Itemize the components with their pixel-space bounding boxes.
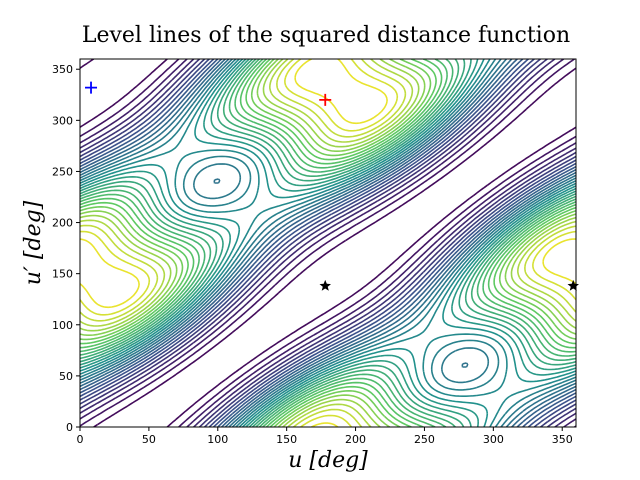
y-tick-label: 50 (59, 370, 73, 383)
contour-line (80, 59, 576, 427)
x-tick-label: 350 (552, 433, 573, 446)
contour-line (80, 59, 576, 427)
x-tick-label: 200 (345, 433, 366, 446)
contour-line (80, 59, 576, 427)
plus-marker (85, 81, 98, 94)
x-tick-label: 150 (276, 433, 297, 446)
y-tick-label: 150 (52, 268, 73, 281)
contour-line (80, 59, 576, 427)
contour-line (80, 59, 576, 427)
plot-frame (79, 58, 577, 428)
y-tick-label: 250 (52, 165, 73, 178)
x-tick-label: 50 (142, 433, 156, 446)
y-axis-label: u′ [deg] (21, 200, 46, 285)
star-marker (567, 279, 579, 291)
y-tick-label: 100 (52, 319, 73, 332)
x-axis-label: u [deg] (288, 448, 368, 473)
contour-line (80, 59, 576, 427)
contour-line (80, 59, 576, 427)
contour-line (80, 59, 576, 427)
x-tick-label: 0 (77, 433, 84, 446)
contour-line (80, 59, 576, 427)
contour-line (80, 59, 576, 427)
contour-line (80, 59, 576, 427)
x-tick-label: 250 (414, 433, 435, 446)
x-tick-label: 100 (207, 433, 228, 446)
x-tick-label: 300 (483, 433, 504, 446)
y-tick-label: 0 (66, 421, 73, 434)
y-tick-label: 300 (52, 114, 73, 127)
contour-line (80, 59, 576, 427)
star-marker (319, 279, 331, 291)
contour-line (80, 59, 576, 427)
contour-plot (80, 59, 576, 427)
contour-line (80, 59, 576, 427)
chart-title: Level lines of the squared distance func… (82, 23, 570, 48)
y-tick-label: 350 (52, 63, 73, 76)
y-tick-label: 200 (52, 217, 73, 230)
contour-line (80, 59, 576, 427)
plus-marker (319, 93, 332, 106)
contour-line (80, 59, 576, 427)
contour-line (80, 59, 576, 427)
contour-line (80, 59, 576, 427)
